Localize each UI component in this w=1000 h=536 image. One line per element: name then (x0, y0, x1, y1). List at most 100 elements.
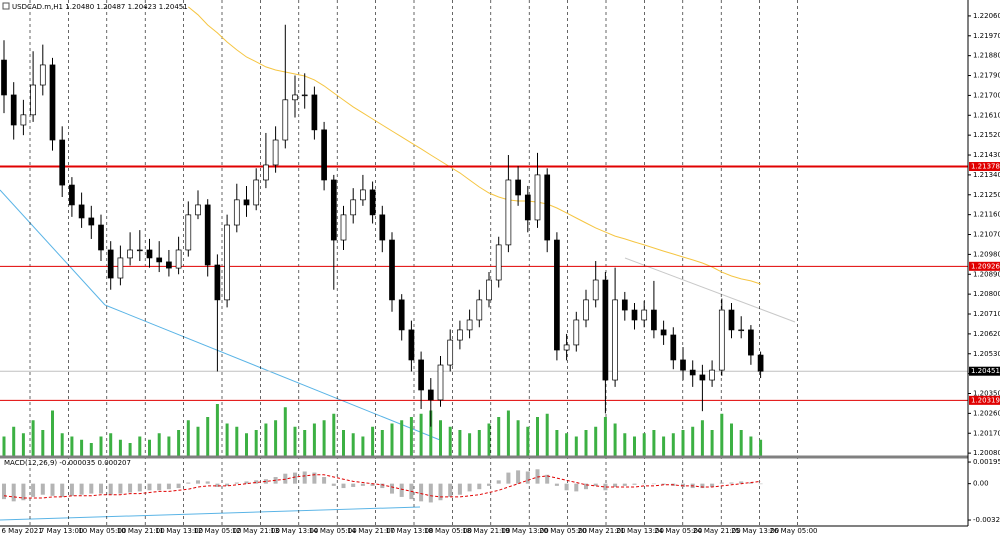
volume-bar (565, 433, 569, 456)
trend-line (624, 257, 796, 323)
candle-body (544, 174, 551, 241)
candle-body (49, 64, 56, 141)
y-tick-label: 1.20080 (973, 449, 1000, 457)
candle-body (39, 64, 46, 86)
candle-body (631, 309, 638, 321)
volume-bar (681, 430, 685, 456)
macd-bar (651, 483, 656, 485)
candle-body (748, 329, 754, 356)
volume-bar (584, 430, 588, 456)
macd-bar (147, 483, 152, 491)
macd-bar (574, 483, 579, 492)
candle-body (757, 354, 764, 372)
volume-bar (497, 417, 501, 456)
volume-bar (545, 413, 549, 456)
macd-bar (719, 482, 724, 484)
candle-body (709, 369, 715, 381)
x-tick-label: 26 May 05:00 (770, 527, 818, 535)
candle-body (612, 299, 618, 381)
volume-bar (439, 420, 442, 456)
volume-bar (225, 423, 229, 456)
macd-bar (516, 470, 521, 484)
x-tick-label: 21 May 13:00 (616, 527, 664, 535)
y-tick-label: 1.21250 (973, 191, 1000, 199)
macd-bar (554, 483, 559, 486)
candle-body (534, 174, 541, 221)
candle-body (524, 194, 531, 221)
candle-body (699, 374, 706, 381)
candle-body (243, 199, 250, 206)
macd-bar (681, 483, 685, 487)
volume-bar (371, 426, 375, 456)
x-tick-label: 18 May 05:00 (424, 527, 472, 535)
y-tick-label: 1.21790 (973, 72, 1000, 80)
volume-bar (245, 433, 248, 456)
macd-bar (642, 483, 647, 485)
macd-bar (448, 483, 453, 497)
volume-bar (128, 443, 132, 456)
candle-body (651, 309, 657, 331)
candle-body (495, 244, 502, 281)
candle-body (69, 184, 75, 206)
candle-body (398, 299, 405, 331)
candle-body (641, 309, 648, 321)
trend-line (0, 189, 106, 306)
candle-body (350, 199, 357, 216)
candle-body (272, 139, 279, 166)
candle-body (253, 179, 260, 206)
candle-body (573, 319, 580, 346)
volume-bar (89, 443, 93, 456)
volume-bar (342, 430, 345, 456)
volume-bar (710, 430, 714, 456)
level-label-box (969, 261, 1000, 271)
volume-bar (148, 439, 151, 456)
y-tick-label: 0.00 (973, 480, 989, 488)
volume-bar (235, 426, 239, 456)
candle-body (282, 99, 289, 141)
volume-bar (118, 439, 122, 456)
candle-body (30, 84, 36, 116)
volume-bar (332, 413, 336, 456)
macd-bar (331, 483, 336, 486)
macd-bar (748, 482, 753, 484)
macd-bar (118, 483, 123, 494)
volume-bar (516, 420, 520, 456)
macd-bar (584, 483, 588, 490)
volume-bar (720, 413, 724, 456)
x-tick-label: 12 May 21:00 (232, 527, 280, 535)
y-tick-label: 1.21160 (973, 211, 1000, 219)
x-tick-label: 10 May 21:00 (117, 527, 165, 535)
x-tick-label: 13 May 13:00 (270, 527, 318, 535)
candle-body (718, 309, 725, 371)
candle-body (166, 261, 172, 269)
y-tick-label: 1.21700 (973, 91, 1000, 99)
candle-body (680, 359, 686, 371)
macd-bar (215, 483, 220, 487)
volume-bar (536, 417, 539, 456)
volume-bar (419, 413, 423, 456)
macd-bar (128, 483, 133, 493)
volume-bar (594, 426, 598, 456)
volume-bar (274, 420, 278, 456)
macd-bar (21, 483, 26, 501)
macd-bar (196, 480, 200, 484)
volume-bar (642, 433, 646, 456)
candle-body (360, 189, 366, 201)
y-tick-label: 1.22060 (973, 12, 1000, 20)
macd-bar (506, 472, 511, 484)
macd-bar (535, 469, 540, 484)
macd-bar (69, 483, 74, 496)
candle-body (195, 204, 201, 216)
macd-bar (545, 474, 550, 484)
x-tick-label: 19 May 13:00 (501, 527, 549, 535)
candle-body (88, 217, 95, 226)
x-tick-label: 7 May 13:00 (40, 527, 84, 535)
macd-bar (729, 482, 734, 484)
macd-bar (89, 483, 94, 494)
macd-bar (380, 483, 385, 489)
volume-bar (303, 430, 307, 456)
candle-body (1, 59, 7, 96)
macd-bar (758, 483, 763, 485)
candle-body (175, 249, 182, 269)
level-label: 1.20926 (971, 262, 1000, 270)
